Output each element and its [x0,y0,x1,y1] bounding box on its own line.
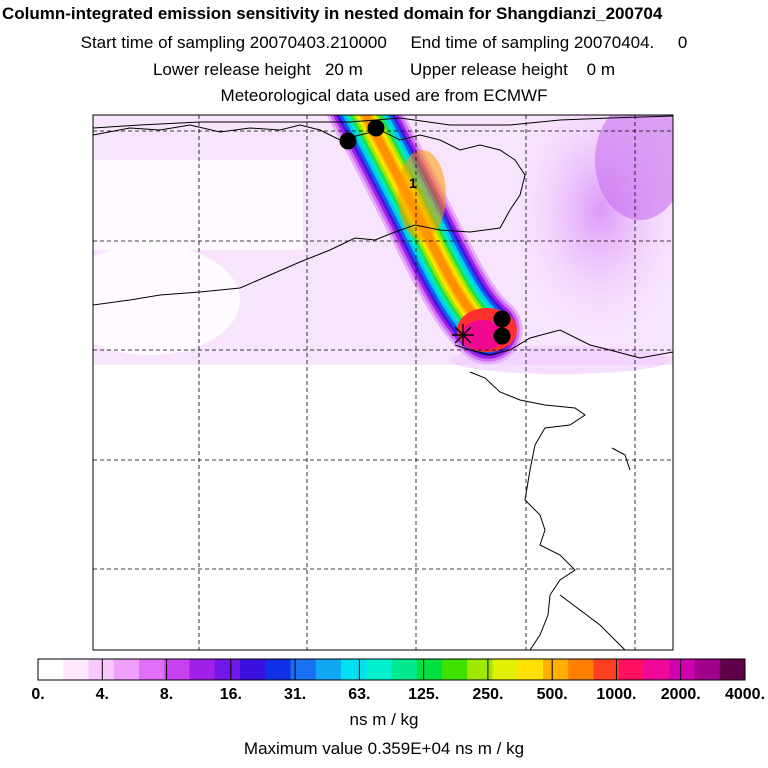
colorbar-segment [38,659,64,680]
colorbar-segment [543,659,569,680]
title-line-3: Lower release height 20 m Upper release … [152,60,616,79]
colorbar-tick-label: 2000. [661,686,701,703]
plume-contour [360,115,492,334]
colorbar-segment [290,659,317,680]
receptor-markers [339,119,511,346]
receptor-dot [367,119,385,137]
colorbar-segment [366,659,392,680]
colorbar-segment [694,659,721,680]
colorbar-tick-label: 16. [220,686,242,703]
colorbar-segment [467,659,493,680]
colorbar-tick-label: 4. [96,686,109,703]
colorbar-segment [593,659,620,680]
coastline [559,594,626,650]
map-frame [92,114,674,651]
clear-region-southwest [93,245,240,355]
receptor-dot [493,327,511,345]
colorbar-segment [517,659,544,680]
colorbar-segment [391,659,418,680]
plume-core [461,320,505,350]
title-line-4: Meteorological data used are from ECMWF [220,86,548,105]
colorbar-tick-label: 500. [537,686,568,703]
emission-plume [327,115,523,365]
colorbar-tick-label: 8. [160,686,173,703]
colorbar-segment [669,659,695,680]
clear-region-west [93,160,303,250]
colorbar-tick-label: 1000. [596,686,636,703]
maximum-value-text: Maximum value 0.359E+04 ns m / kg [243,739,525,758]
release-site-marker [452,324,474,346]
colorbar-segment [492,659,519,680]
colorbar-segment [442,659,468,680]
title-line-1: Column-integrated emission sensitivity i… [2,4,663,23]
colorbar-segment [618,659,645,680]
colorbar-tick-label: 125. [408,686,439,703]
receptor-dot [493,310,511,328]
colorbar-segment [719,659,746,680]
colorbar-segment [265,659,291,680]
colorbar-segment [315,659,342,680]
colorbar-segment [341,659,367,680]
coastline [469,371,586,650]
colorbar-tick-label: 31. [284,686,306,703]
coastline [93,124,526,306]
lat-lon-grid [93,115,673,650]
plume-core [398,150,446,240]
colorbar-tick-label: 250. [472,686,503,703]
colorbar-segment [644,659,670,680]
colorbar-unit-label: ns m / kg [349,710,419,729]
colorbar-tick-label: 0. [31,686,44,703]
colorbar-tick-label: 4000. [725,686,765,703]
coastline [93,115,673,129]
plume-max-label: 1 [409,175,417,191]
receptor-dot [339,132,357,150]
release-site-marker-stroke [454,326,472,344]
colorbar-segment [240,659,266,680]
colorbar-segment [88,659,115,680]
title-line-2: Start time of sampling 20070403.210000 E… [80,33,688,52]
colorbar-segment [63,659,89,680]
colorbar-segment [568,659,594,680]
colorbar-segment [416,659,443,680]
colorbar-segment [164,659,190,680]
coastline [611,447,631,471]
colorbar-tick-label: 63. [348,686,370,703]
colorbar-segment [139,659,165,680]
coastline [454,329,673,359]
colorbar-segment [214,659,241,680]
moderate-sensitivity-northeast [595,115,673,220]
colorbar-segment [113,659,140,680]
colorbar-segment [189,659,216,680]
colorbar: 0. 4. 8. 16. 31. 63. 125. 250. 500. 1000. 2000. 400… [31,658,765,703]
